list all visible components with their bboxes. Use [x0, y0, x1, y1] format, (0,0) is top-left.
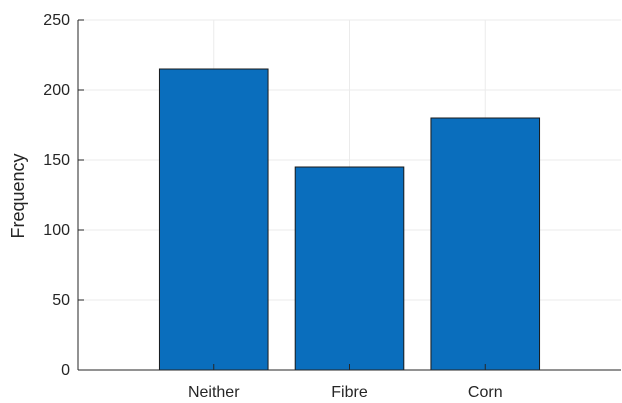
- x-tick-label: Corn: [468, 384, 503, 398]
- y-tick-label: 250: [43, 12, 70, 29]
- bar-fibre: [294, 166, 405, 371]
- axis-layer: 0 50 100 150 200 250 Neither Fibre Corn: [43, 12, 621, 401]
- y-tick-label: 150: [43, 152, 70, 169]
- bar-neither: [158, 68, 269, 371]
- y-axis-label: Frequency: [8, 153, 28, 238]
- bar-layer: [158, 68, 541, 371]
- y-tick-label: 0: [61, 362, 70, 379]
- y-tick-label: 200: [43, 82, 70, 99]
- bar-corn: [430, 117, 541, 371]
- y-tick-label: 100: [43, 222, 70, 239]
- y-tick-label: 50: [52, 292, 70, 309]
- x-tick-label: Neither: [188, 384, 240, 398]
- label-layer: Frequency: [8, 153, 28, 238]
- x-tick-label: Fibre: [331, 384, 368, 398]
